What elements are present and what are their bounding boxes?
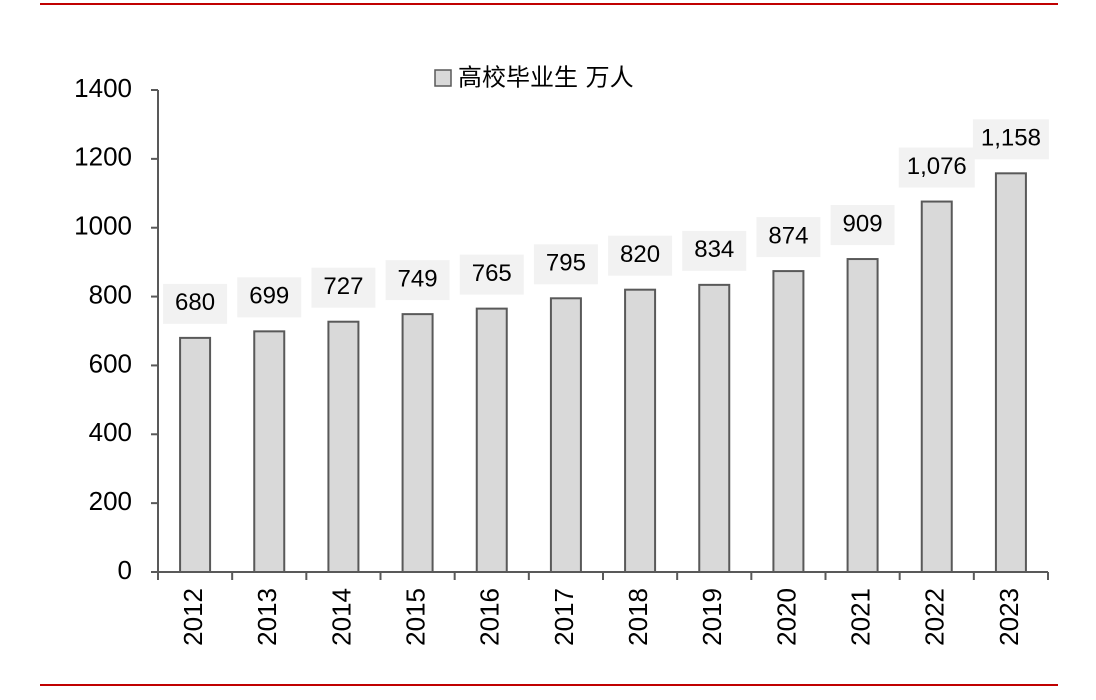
y-tick-label: 1200 bbox=[74, 142, 132, 172]
bar bbox=[475, 307, 508, 573]
bar bbox=[698, 283, 731, 573]
bar bbox=[846, 258, 879, 573]
bar bbox=[253, 330, 286, 574]
x-tick-label: 2014 bbox=[326, 588, 356, 646]
y-tick-label: 1000 bbox=[74, 211, 132, 241]
data-label: 874 bbox=[768, 222, 808, 249]
data-label-box bbox=[385, 260, 450, 301]
x-tick-label: 2020 bbox=[771, 588, 801, 646]
x-tick-label: 2016 bbox=[475, 588, 505, 646]
data-label: 765 bbox=[472, 260, 512, 287]
data-label-box bbox=[163, 283, 228, 324]
x-tick-label: 2013 bbox=[252, 588, 282, 646]
bar bbox=[920, 200, 953, 573]
data-label-box bbox=[830, 205, 895, 246]
data-label: 820 bbox=[620, 241, 660, 268]
y-tick-label: 400 bbox=[89, 417, 132, 447]
x-tick-label: 2019 bbox=[697, 588, 727, 646]
legend-label: 高校毕业生 万人 bbox=[458, 64, 634, 92]
data-label-box bbox=[533, 244, 598, 285]
data-label: 727 bbox=[323, 273, 363, 300]
y-tick-label: 800 bbox=[89, 279, 132, 309]
x-tick-label: 2012 bbox=[178, 588, 208, 646]
bar bbox=[401, 313, 434, 573]
data-label: 795 bbox=[546, 250, 586, 277]
data-label-box bbox=[237, 277, 302, 318]
data-label: 749 bbox=[398, 265, 438, 292]
x-tick-label: 2022 bbox=[920, 588, 950, 646]
data-label: 1,158 bbox=[981, 125, 1041, 152]
data-label-box bbox=[608, 235, 673, 276]
bar bbox=[994, 172, 1027, 573]
data-label: 1,076 bbox=[907, 153, 967, 180]
x-tick-label: 2023 bbox=[994, 588, 1024, 646]
data-label-box bbox=[311, 267, 376, 308]
bar bbox=[179, 336, 212, 573]
legend-swatch bbox=[434, 69, 452, 87]
data-label: 680 bbox=[175, 289, 215, 316]
data-label: 699 bbox=[249, 283, 289, 310]
x-tick-label: 2018 bbox=[623, 588, 653, 646]
x-tick-label: 2017 bbox=[549, 588, 579, 646]
y-tick-label: 1400 bbox=[74, 73, 132, 103]
y-tick-label: 0 bbox=[118, 555, 132, 585]
data-label-box bbox=[682, 230, 747, 271]
data-label-box bbox=[972, 119, 1049, 160]
data-label-box bbox=[459, 254, 524, 295]
y-tick-label: 200 bbox=[89, 486, 132, 516]
bar bbox=[549, 297, 582, 573]
x-tick-label: 2015 bbox=[400, 588, 430, 646]
bar bbox=[624, 288, 657, 573]
bar bbox=[772, 270, 805, 573]
x-tick-label: 2021 bbox=[845, 588, 875, 646]
data-label-box bbox=[898, 147, 975, 188]
data-label-box bbox=[756, 217, 821, 258]
bar bbox=[327, 320, 360, 573]
data-label: 909 bbox=[843, 210, 883, 237]
y-tick-label: 600 bbox=[89, 348, 132, 378]
data-label: 834 bbox=[694, 236, 734, 263]
